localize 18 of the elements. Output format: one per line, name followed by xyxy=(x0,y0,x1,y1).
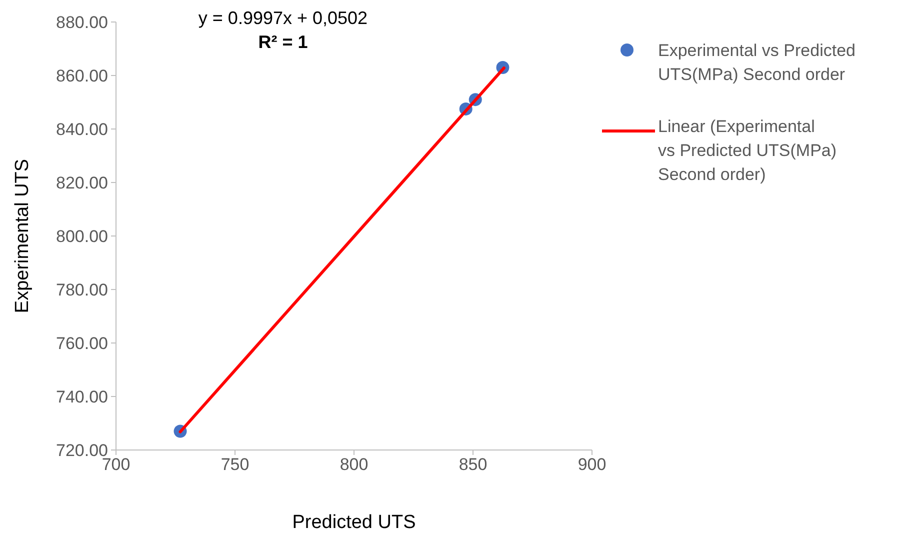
y-axis-title: Experimental UTS xyxy=(12,158,33,314)
x-tick-label: 900 xyxy=(578,455,606,474)
annotation: y = 0.9997x + 0,0502 xyxy=(198,8,368,28)
y-tick-label: 880.00 xyxy=(56,12,108,32)
y-tick-label: 740.00 xyxy=(56,387,108,406)
y-tick-label: 820.00 xyxy=(56,173,108,192)
y-tick-label: 780.00 xyxy=(56,280,108,300)
x-tick-label: 800 xyxy=(340,455,368,474)
x-tick-label: 750 xyxy=(220,455,250,474)
y-tick-label: 840.00 xyxy=(56,120,108,139)
y-tick-label: 760.00 xyxy=(56,334,108,353)
y-tick-label: 800.00 xyxy=(56,226,108,246)
x-tick-label: 850 xyxy=(458,455,488,474)
x-axis-title: Predicted UTS xyxy=(292,512,416,533)
legend-label: Experimental vs Predicted UTS(MPa) Second order xyxy=(658,40,856,84)
annotation: R² = 1 xyxy=(258,32,308,52)
legend-label: Linear (Experimental vs Predicted UTS(MPa) Second order) xyxy=(658,116,837,184)
y-tick-label: 860.00 xyxy=(56,66,108,86)
